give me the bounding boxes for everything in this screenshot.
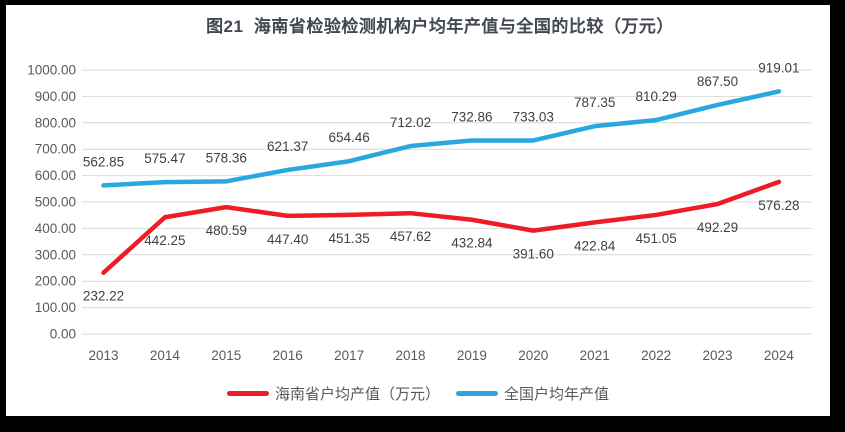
series-line-0 [101,179,782,275]
x-axis-tick-label: 2013 [88,348,118,363]
data-label-series-0: 576.28 [758,198,799,213]
data-label-series-0: 232.22 [83,289,124,304]
data-label-series-0: 432.84 [451,236,493,251]
y-axis-tick-label: 0.00 [50,327,76,342]
data-label-series-0: 447.40 [267,232,308,247]
data-label-series-1: 578.36 [206,150,247,165]
x-axis-tick-label: 2024 [764,348,795,363]
data-label-series-1: 733.03 [513,109,554,124]
data-label-series-1: 810.29 [635,89,676,104]
legend-line-swatch-national [456,391,498,396]
series-line-1 [101,89,782,188]
chart-legend: 海南省户均产值（万元） 全国户均年产值 [6,383,830,404]
y-axis-tick-label: 900.00 [35,89,76,104]
data-label-series-0: 422.84 [574,238,616,253]
x-axis-tick-label: 2021 [580,348,610,363]
data-label-series-1: 621.37 [267,139,308,154]
data-label-series-0: 391.60 [513,247,554,262]
x-axis-tick-label: 2023 [702,348,732,363]
data-label-series-1: 712.02 [390,115,431,130]
y-axis-tick-label: 400.00 [35,221,76,236]
data-label-series-0: 442.25 [144,233,185,248]
chart-title: 图21 海南省检验检测机构户均年产值与全国的比较（万元） [206,17,674,36]
data-label-series-0: 451.35 [328,231,369,246]
x-axis-tick-label: 2020 [518,348,548,363]
x-axis-tick-label: 2014 [150,348,181,363]
y-axis-tick-label: 200.00 [35,274,76,289]
x-axis-tick-label: 2017 [334,348,364,363]
y-axis-tick-label: 600.00 [35,168,76,183]
data-label-series-1: 787.35 [574,95,615,110]
data-label-series-0: 480.59 [206,223,247,238]
y-axis-tick-label: 800.00 [35,115,76,130]
y-axis-tick-label: 700.00 [35,142,76,157]
legend-entry-national: 全国户均年产值 [456,383,609,404]
data-label-series-1: 562.85 [83,154,124,169]
y-axis-tick-label: 500.00 [35,195,76,210]
data-label-series-0: 492.29 [697,220,738,235]
data-label-series-1: 654.46 [328,130,369,145]
legend-entry-hainan: 海南省户均产值（万元） [226,383,440,404]
legend-label-national: 全国户均年产值 [504,386,610,403]
legend-line-swatch-hainan [226,391,269,396]
y-axis-tick-label: 1000.00 [27,63,76,78]
data-label-series-1: 867.50 [697,74,738,89]
data-label-series-1: 919.01 [758,60,799,75]
data-label-series-1: 732.86 [451,110,492,125]
data-label-series-0: 451.05 [635,231,676,246]
data-label-series-1: 575.47 [144,151,185,166]
x-axis-tick-label: 2018 [395,348,425,363]
x-axis-tick-label: 2022 [641,348,671,363]
x-axis-tick-label: 2015 [211,348,241,363]
x-axis-tick-label: 2019 [457,348,487,363]
y-axis-tick-label: 300.00 [35,247,76,262]
x-axis-tick-label: 2016 [273,348,303,363]
data-label-series-0: 457.62 [390,229,431,244]
y-axis-tick-label: 100.00 [35,300,76,315]
legend-label-hainan: 海南省户均产值（万元） [274,386,440,403]
